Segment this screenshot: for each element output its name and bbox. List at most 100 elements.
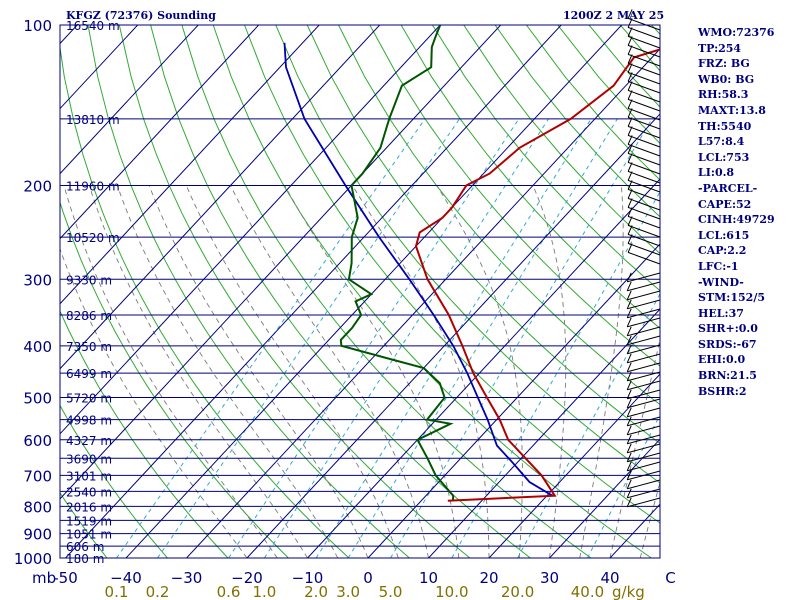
wind-barb xyxy=(627,35,661,49)
wind-barb-flag xyxy=(626,470,632,481)
isotherm xyxy=(367,243,660,558)
wind-barb-flag xyxy=(627,216,633,226)
dry-adiabat xyxy=(400,25,660,329)
dry-adiabat xyxy=(87,25,411,558)
wind-barb xyxy=(627,152,661,166)
pressure-label: 100 xyxy=(23,17,52,35)
wind-barb-flag xyxy=(627,36,633,46)
index-line: LI:0.8 xyxy=(698,166,735,180)
index-line: LCL:753 xyxy=(698,150,750,164)
height-label: 1051 m xyxy=(66,528,112,542)
mixing-ratio-label: 1.0 xyxy=(252,583,276,600)
wind-barb xyxy=(627,470,661,481)
wind-barb-flag xyxy=(627,153,633,163)
height-label: 5720 m xyxy=(66,392,112,406)
wind-barb-flag xyxy=(627,234,633,244)
isotherm xyxy=(60,25,199,175)
wind-barb-flag xyxy=(627,63,633,73)
wind-barb-flag xyxy=(627,90,633,100)
wind-barb xyxy=(627,44,661,58)
wind-barb xyxy=(627,407,661,418)
index-line: SRDS:-67 xyxy=(698,337,757,351)
wind-barb xyxy=(627,143,661,157)
mixing-ratio-line xyxy=(390,118,653,558)
index-line: CINH:49729 xyxy=(698,213,775,227)
wind-barb xyxy=(627,308,661,319)
wind-barb-flag xyxy=(626,425,632,436)
index-line: MAXT:13.8 xyxy=(698,103,766,117)
moist-adiabat xyxy=(609,337,660,558)
index-line: CAP:2.2 xyxy=(698,244,747,258)
temperature-tick-label: −10 xyxy=(292,569,324,587)
wind-barb xyxy=(627,188,661,202)
wind-barb-flag xyxy=(627,180,633,190)
background-grid xyxy=(60,25,660,558)
height-label: 2540 m xyxy=(66,485,112,499)
wind-barb xyxy=(627,179,661,193)
wind-barb-flag xyxy=(627,243,633,253)
wind-barb xyxy=(627,398,661,409)
height-label: 4327 m xyxy=(66,434,112,448)
temperature-tick-label: −20 xyxy=(231,569,263,587)
height-label: 3690 m xyxy=(66,452,112,466)
pressure-label: 1000 xyxy=(14,550,52,568)
dewpoint-profile xyxy=(339,25,455,501)
wind-barb xyxy=(627,443,661,454)
mixing-ratio-line xyxy=(315,118,592,558)
wind-barb xyxy=(627,317,661,328)
dry-adiabat xyxy=(463,25,660,255)
wind-barb-flag xyxy=(626,389,632,400)
dry-adiabat xyxy=(60,200,290,558)
wind-barb-flag xyxy=(627,135,633,145)
height-label: 2016 m xyxy=(66,500,112,514)
stability-indices-panel: WMO:72376 TP:254 FRZ: BG WB0: BG RH:58.3 MAXT… xyxy=(698,25,798,399)
height-label: 8286 m xyxy=(66,309,112,323)
wind-barb xyxy=(627,272,661,283)
mixing-ratio-line xyxy=(587,413,660,558)
wind-barb-flag xyxy=(626,488,632,499)
wind-barb-flag xyxy=(626,497,632,508)
height-label: 11960 m xyxy=(66,179,120,193)
wind-barb xyxy=(627,98,661,112)
isotherm xyxy=(427,308,660,558)
index-line: BRN:21.5 xyxy=(698,369,757,383)
index-line: EHI:0.0 xyxy=(698,353,746,367)
wind-barb-flag xyxy=(626,380,632,391)
mixing-ratio-line xyxy=(263,118,549,558)
wind-barb xyxy=(627,371,661,382)
mixing-ratio-label: 0.2 xyxy=(146,583,170,600)
wind-barb-flag xyxy=(626,461,632,472)
mixing-ratio-line xyxy=(228,118,520,558)
index-line: CAPE:52 xyxy=(698,197,752,211)
mixing-ratio-unit: g/kg xyxy=(612,583,645,600)
mixing-ratio-label: 0.6 xyxy=(217,583,241,600)
temperature-tick-label: 30 xyxy=(540,569,559,587)
wind-barb xyxy=(627,53,661,67)
height-label: 1519 m xyxy=(66,514,112,528)
isotherm xyxy=(64,25,562,558)
temperature-tick-label: 20 xyxy=(479,569,498,587)
index-line: BSHR:2 xyxy=(698,384,747,398)
wind-barb-flag xyxy=(627,18,633,28)
wind-barb-flag xyxy=(627,189,633,199)
wind-barb-flag xyxy=(627,99,633,109)
mixing-ratio-label: 2.0 xyxy=(304,583,328,600)
dry-adiabat xyxy=(306,25,660,445)
mixing-ratio-label: 0.1 xyxy=(105,583,129,600)
wind-barb xyxy=(627,215,661,229)
wind-barb-flag xyxy=(626,398,632,409)
moist-adiabat xyxy=(436,185,523,558)
isotherm xyxy=(60,25,441,435)
wind-barb xyxy=(627,326,661,337)
wind-barb xyxy=(627,161,661,175)
dry-adiabat xyxy=(275,25,660,484)
wind-barb-flag xyxy=(626,362,632,373)
isotherm xyxy=(125,25,623,558)
wind-barb-flag xyxy=(627,54,633,64)
wind-barb xyxy=(627,134,661,148)
isotherm xyxy=(185,48,660,558)
wind-barb-flag xyxy=(627,225,633,235)
isotherm xyxy=(60,25,260,240)
plot-frame xyxy=(59,24,661,559)
mixing-ratio-label: 10.0 xyxy=(435,583,468,600)
